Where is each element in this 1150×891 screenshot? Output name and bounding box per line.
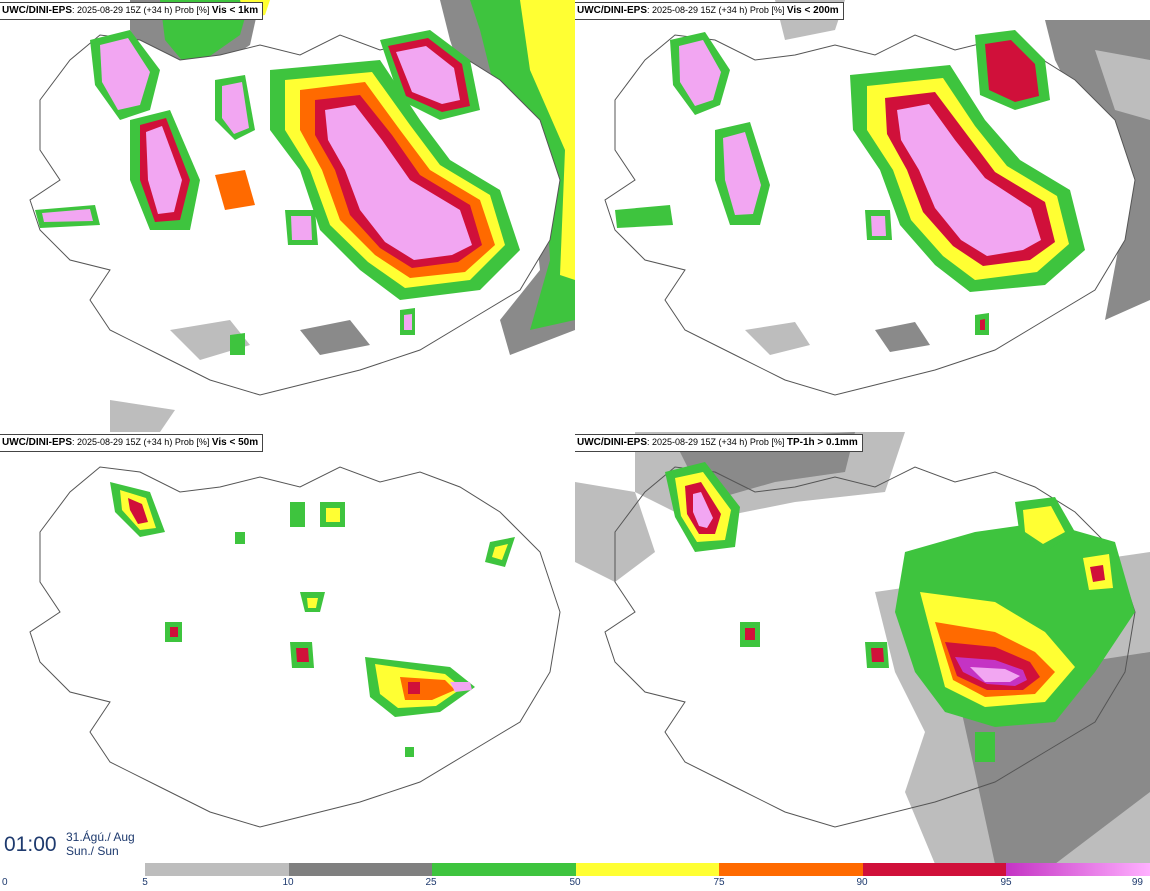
colorbar-tick-label: 99 <box>1131 877 1143 888</box>
colorbar-tick-label: 5 <box>142 877 148 888</box>
panel-title: UWC/DINI-EPS: 2025-08-29 15Z (+34 h) Pro… <box>0 434 264 452</box>
colorbar-segment <box>288 863 433 876</box>
map-panel-vis-1km: UWC/DINI-EPS: 2025-08-29 15Z (+34 h) Pro… <box>0 0 575 432</box>
iceland-map <box>604 0 1150 396</box>
map-panel-tp-1h: UWC/DINI-EPS: 2025-08-29 15Z (+34 h) Pro… <box>575 432 1150 864</box>
valid-time-clock: 01:00 <box>4 833 57 856</box>
colorbar-segment <box>575 863 720 876</box>
colorbar-tick-label: 95 <box>1000 877 1012 888</box>
colorbar-segment <box>862 863 1007 876</box>
iceland-map <box>29 466 561 828</box>
colorbar-tick-label: 75 <box>713 877 725 888</box>
map-panel-vis-50m: UWC/DINI-EPS: 2025-08-29 15Z (+34 h) Pro… <box>0 432 575 864</box>
colorbar-tick-label: 90 <box>856 877 868 888</box>
panel-title: UWC/DINI-EPS: 2025-08-29 15Z (+34 h) Pro… <box>575 434 863 452</box>
valid-time: 01:00 31.Ágú./ Aug Sun./ Sun <box>0 827 142 863</box>
date-line-1: 31.Ágú./ Aug <box>66 830 135 844</box>
valid-time-date: 31.Ágú./ Aug Sun./ Sun <box>66 830 135 858</box>
colorbar-tick-label: 10 <box>282 877 294 888</box>
colorbar-tick-label: 50 <box>569 877 581 888</box>
iceland-map <box>575 432 1150 864</box>
panel-title: UWC/DINI-EPS: 2025-08-29 15Z (+34 h) Pro… <box>0 2 264 20</box>
date-line-2: Sun./ Sun <box>66 844 119 858</box>
iceland-map <box>29 0 575 432</box>
colorbar-segment <box>1006 863 1150 876</box>
colorbar-tick-label: 25 <box>425 877 437 888</box>
panel-title: UWC/DINI-EPS: 2025-08-29 15Z (+34 h) Pro… <box>575 2 844 20</box>
colorbar-tick-label: 0 <box>2 877 8 888</box>
colorbar-segment <box>145 863 289 876</box>
probability-colorbar <box>145 863 1150 876</box>
map-panel-vis-200m: UWC/DINI-EPS: 2025-08-29 15Z (+34 h) Pro… <box>575 0 1150 432</box>
colorbar-segment <box>432 863 576 876</box>
colorbar-segment <box>719 863 863 876</box>
